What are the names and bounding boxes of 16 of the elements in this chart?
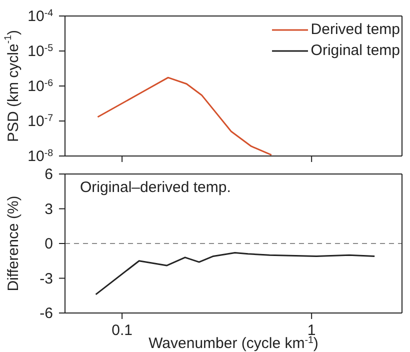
- legend-label: Derived temp: [310, 21, 400, 38]
- y-tick-label: 6: [44, 166, 53, 183]
- annotation: Original–derived temp.: [80, 179, 231, 196]
- y-tick-label: -3: [40, 270, 53, 288]
- y-tick-label: 10$^{-6}$: [28, 78, 53, 95]
- y-tick-label: 10$^{-8}$: [28, 148, 53, 165]
- x-axis-title: Wavenumber (cycle km$^{-1}$): [148, 334, 318, 352]
- y-tick-label: 10$^{-7}$: [28, 112, 53, 130]
- y-tick-label: 10$^{-4}$: [28, 8, 54, 25]
- y-tick-label: 10$^{-5}$: [28, 42, 54, 60]
- y-tick-label: -6: [40, 305, 53, 322]
- y-tick-label: 0: [44, 236, 53, 252]
- y-tick-label: 3: [44, 200, 53, 218]
- x-tick-label: 0.1: [112, 322, 132, 339]
- legend-label: Original temp: [310, 42, 400, 59]
- y-axis-title: Difference (%): [4, 196, 22, 292]
